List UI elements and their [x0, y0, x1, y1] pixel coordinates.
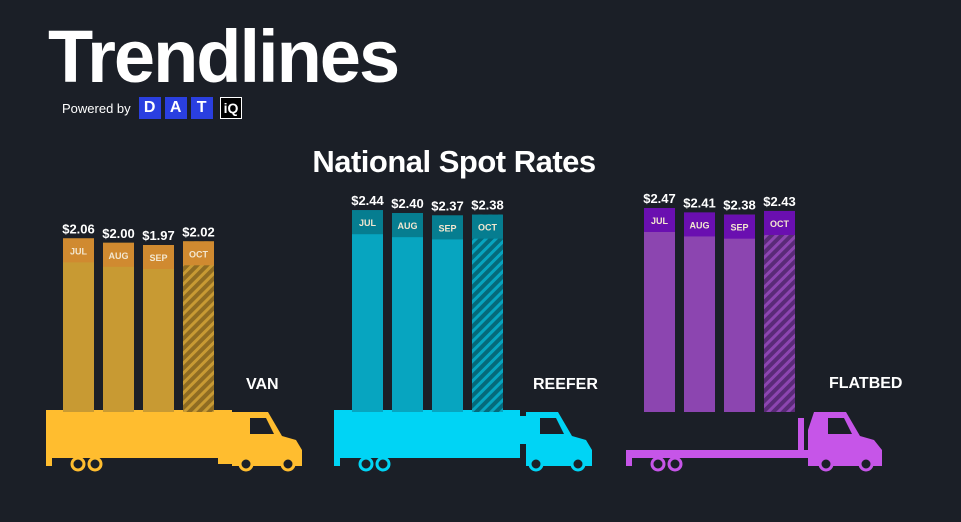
van-month-tab-oct: [183, 241, 214, 266]
flatbed-month-tab-oct: [764, 210, 795, 235]
reefer-category-label: AUG: [398, 221, 418, 231]
logo-letter-a: A: [164, 97, 187, 119]
powered-by-logo: Powered by D A T iQ: [62, 97, 243, 119]
van-category-label: SEP: [149, 253, 167, 263]
reefer-series-label: REEFER: [533, 376, 598, 393]
van-month-tab-aug: [103, 242, 134, 267]
flatbed-month-tab-aug: [684, 212, 715, 237]
van-category-label: AUG: [109, 251, 129, 261]
flatbed-bar-group: JUL $2.47 AUG $2.41 SEP $2.38 OCT $2.43 FLATBED: [643, 191, 902, 412]
van-value-label: $2.06: [62, 221, 95, 236]
reefer-bar-sep: [432, 215, 463, 412]
flatbed-value-label: $2.47: [643, 191, 676, 206]
flatbed-bar-oct: [764, 210, 795, 412]
page-title: Trendlines: [48, 15, 400, 98]
flatbed-value-label: $2.43: [763, 194, 796, 209]
van-month-tab-sep: [143, 245, 174, 269]
powered-by-label: Powered by: [62, 100, 131, 116]
flatbed-bar-sep: [724, 214, 755, 412]
flatbed-value-label: $2.38: [723, 198, 756, 213]
flatbed-category-label: SEP: [730, 223, 748, 233]
van-bar-oct: [183, 241, 214, 412]
van-bar-group: JUL $2.06 AUG $2.00 SEP $1.97 OCT $2.02 VAN: [62, 221, 279, 412]
van-bar-jul: [63, 238, 94, 412]
van-category-label: JUL: [70, 246, 88, 256]
reefer-bar-group: JUL $2.44 AUG $2.40 SEP $2.37 OCT $2.38 REEFER: [351, 193, 598, 412]
logo-iq: iQ: [219, 97, 243, 119]
flatbed-category-label: JUL: [651, 216, 669, 226]
flatbed-series-label: FLATBED: [829, 375, 902, 392]
reefer-category-label: SEP: [438, 223, 456, 233]
van-value-label: $2.02: [182, 224, 215, 239]
van-value-label: $1.97: [142, 228, 175, 243]
reefer-bar-jul: [352, 210, 383, 412]
reefer-bar-oct: [472, 214, 503, 412]
reefer-value-label: $2.38: [471, 198, 504, 213]
logo-letter-t: T: [190, 97, 213, 119]
van-series-label: VAN: [246, 376, 279, 393]
van-bar-aug: [103, 242, 134, 412]
flatbed-bar-jul: [644, 208, 675, 412]
flatbed-value-label: $2.41: [683, 195, 716, 210]
reefer-month-tab-aug: [392, 213, 423, 238]
reefer-category-label: OCT: [478, 223, 498, 233]
van-category-label: OCT: [189, 249, 209, 259]
reefer-truck-icon: [334, 410, 592, 472]
van-month-tab-jul: [63, 238, 94, 263]
reefer-month-tab-sep: [432, 215, 463, 240]
flatbed-category-label: AUG: [690, 220, 710, 230]
flatbed-month-tab-jul: [644, 208, 675, 232]
van-truck-icon: [46, 410, 302, 472]
reefer-month-tab-oct: [472, 214, 503, 239]
reefer-bar-aug: [392, 213, 423, 412]
reefer-value-label: $2.37: [431, 198, 464, 213]
van-value-label: $2.00: [102, 226, 135, 241]
van-bar-sep: [143, 245, 174, 412]
reefer-value-label: $2.40: [391, 196, 424, 211]
logo-letter-d: D: [138, 97, 161, 119]
flatbed-category-label: OCT: [770, 219, 790, 229]
flatbed-truck-icon: [626, 412, 882, 472]
flatbed-bar-aug: [684, 212, 715, 412]
reefer-category-label: JUL: [359, 218, 377, 228]
flatbed-month-tab-sep: [724, 214, 755, 239]
reefer-month-tab-jul: [352, 210, 383, 235]
reefer-value-label: $2.44: [351, 193, 384, 208]
chart-subtitle: National Spot Rates: [312, 144, 596, 179]
